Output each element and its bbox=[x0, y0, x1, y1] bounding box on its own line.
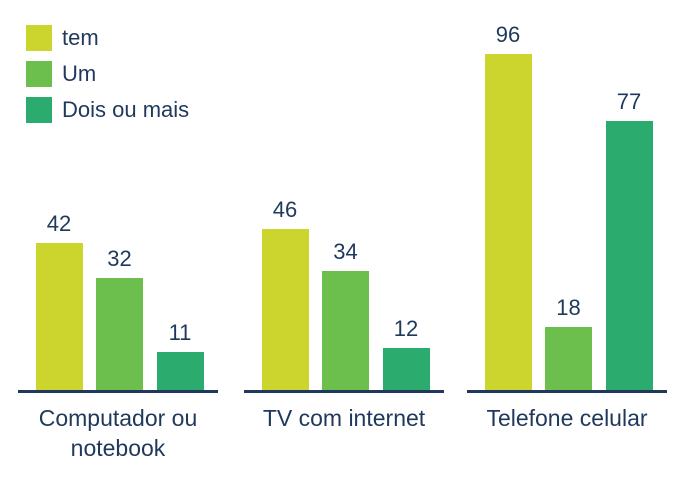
category-label: TV com internet bbox=[262, 405, 426, 431]
bar-column: 18 bbox=[545, 0, 592, 390]
legend-swatch-icon bbox=[26, 61, 52, 87]
bar bbox=[35, 243, 83, 390]
legend-item: Dois ou mais bbox=[26, 97, 189, 123]
legend-label: tem bbox=[62, 25, 99, 50]
bar-value-label: 42 bbox=[46, 211, 72, 236]
bar bbox=[382, 348, 430, 390]
legend-swatch-icon bbox=[26, 97, 52, 123]
bar bbox=[322, 271, 369, 390]
bar-column: 96 bbox=[484, 0, 532, 390]
legend-label: Dois ou mais bbox=[62, 97, 190, 122]
bar-value-label: 34 bbox=[333, 239, 358, 264]
bar-column: 46 bbox=[261, 0, 309, 390]
category-label: Telefone celular bbox=[486, 405, 648, 431]
legend: tem Um Dois ou mais bbox=[26, 25, 189, 133]
axis-baseline bbox=[244, 390, 444, 393]
bar-value-label: 46 bbox=[272, 197, 298, 222]
bar-column: 11 bbox=[156, 0, 204, 390]
axis-baseline bbox=[467, 390, 667, 393]
bar bbox=[484, 54, 532, 390]
category-label: Computador ou notebook bbox=[38, 405, 198, 461]
bar bbox=[96, 278, 143, 390]
axis-baseline bbox=[18, 390, 218, 393]
legend-item: Um bbox=[26, 61, 189, 87]
bar bbox=[261, 229, 309, 390]
bar bbox=[545, 327, 592, 390]
bar-value-label: 11 bbox=[168, 319, 192, 345]
legend-label: Um bbox=[62, 61, 97, 86]
bar-column: 12 bbox=[382, 0, 430, 390]
bar-value-label: 77 bbox=[616, 88, 642, 114]
legend-item: tem bbox=[26, 25, 189, 51]
legend-swatch-icon bbox=[26, 25, 52, 51]
bar-value-label: 96 bbox=[495, 22, 521, 47]
bar-column: 42 bbox=[35, 0, 83, 390]
bar-column: 34 bbox=[322, 0, 369, 390]
bar-value-label: 18 bbox=[556, 295, 581, 320]
bar-column: 77 bbox=[605, 0, 653, 390]
bar-column: 32 bbox=[96, 0, 143, 390]
bar-value-label: 12 bbox=[393, 316, 419, 341]
bar bbox=[156, 351, 204, 390]
bar-value-label: 32 bbox=[107, 246, 132, 271]
bar bbox=[605, 120, 653, 390]
